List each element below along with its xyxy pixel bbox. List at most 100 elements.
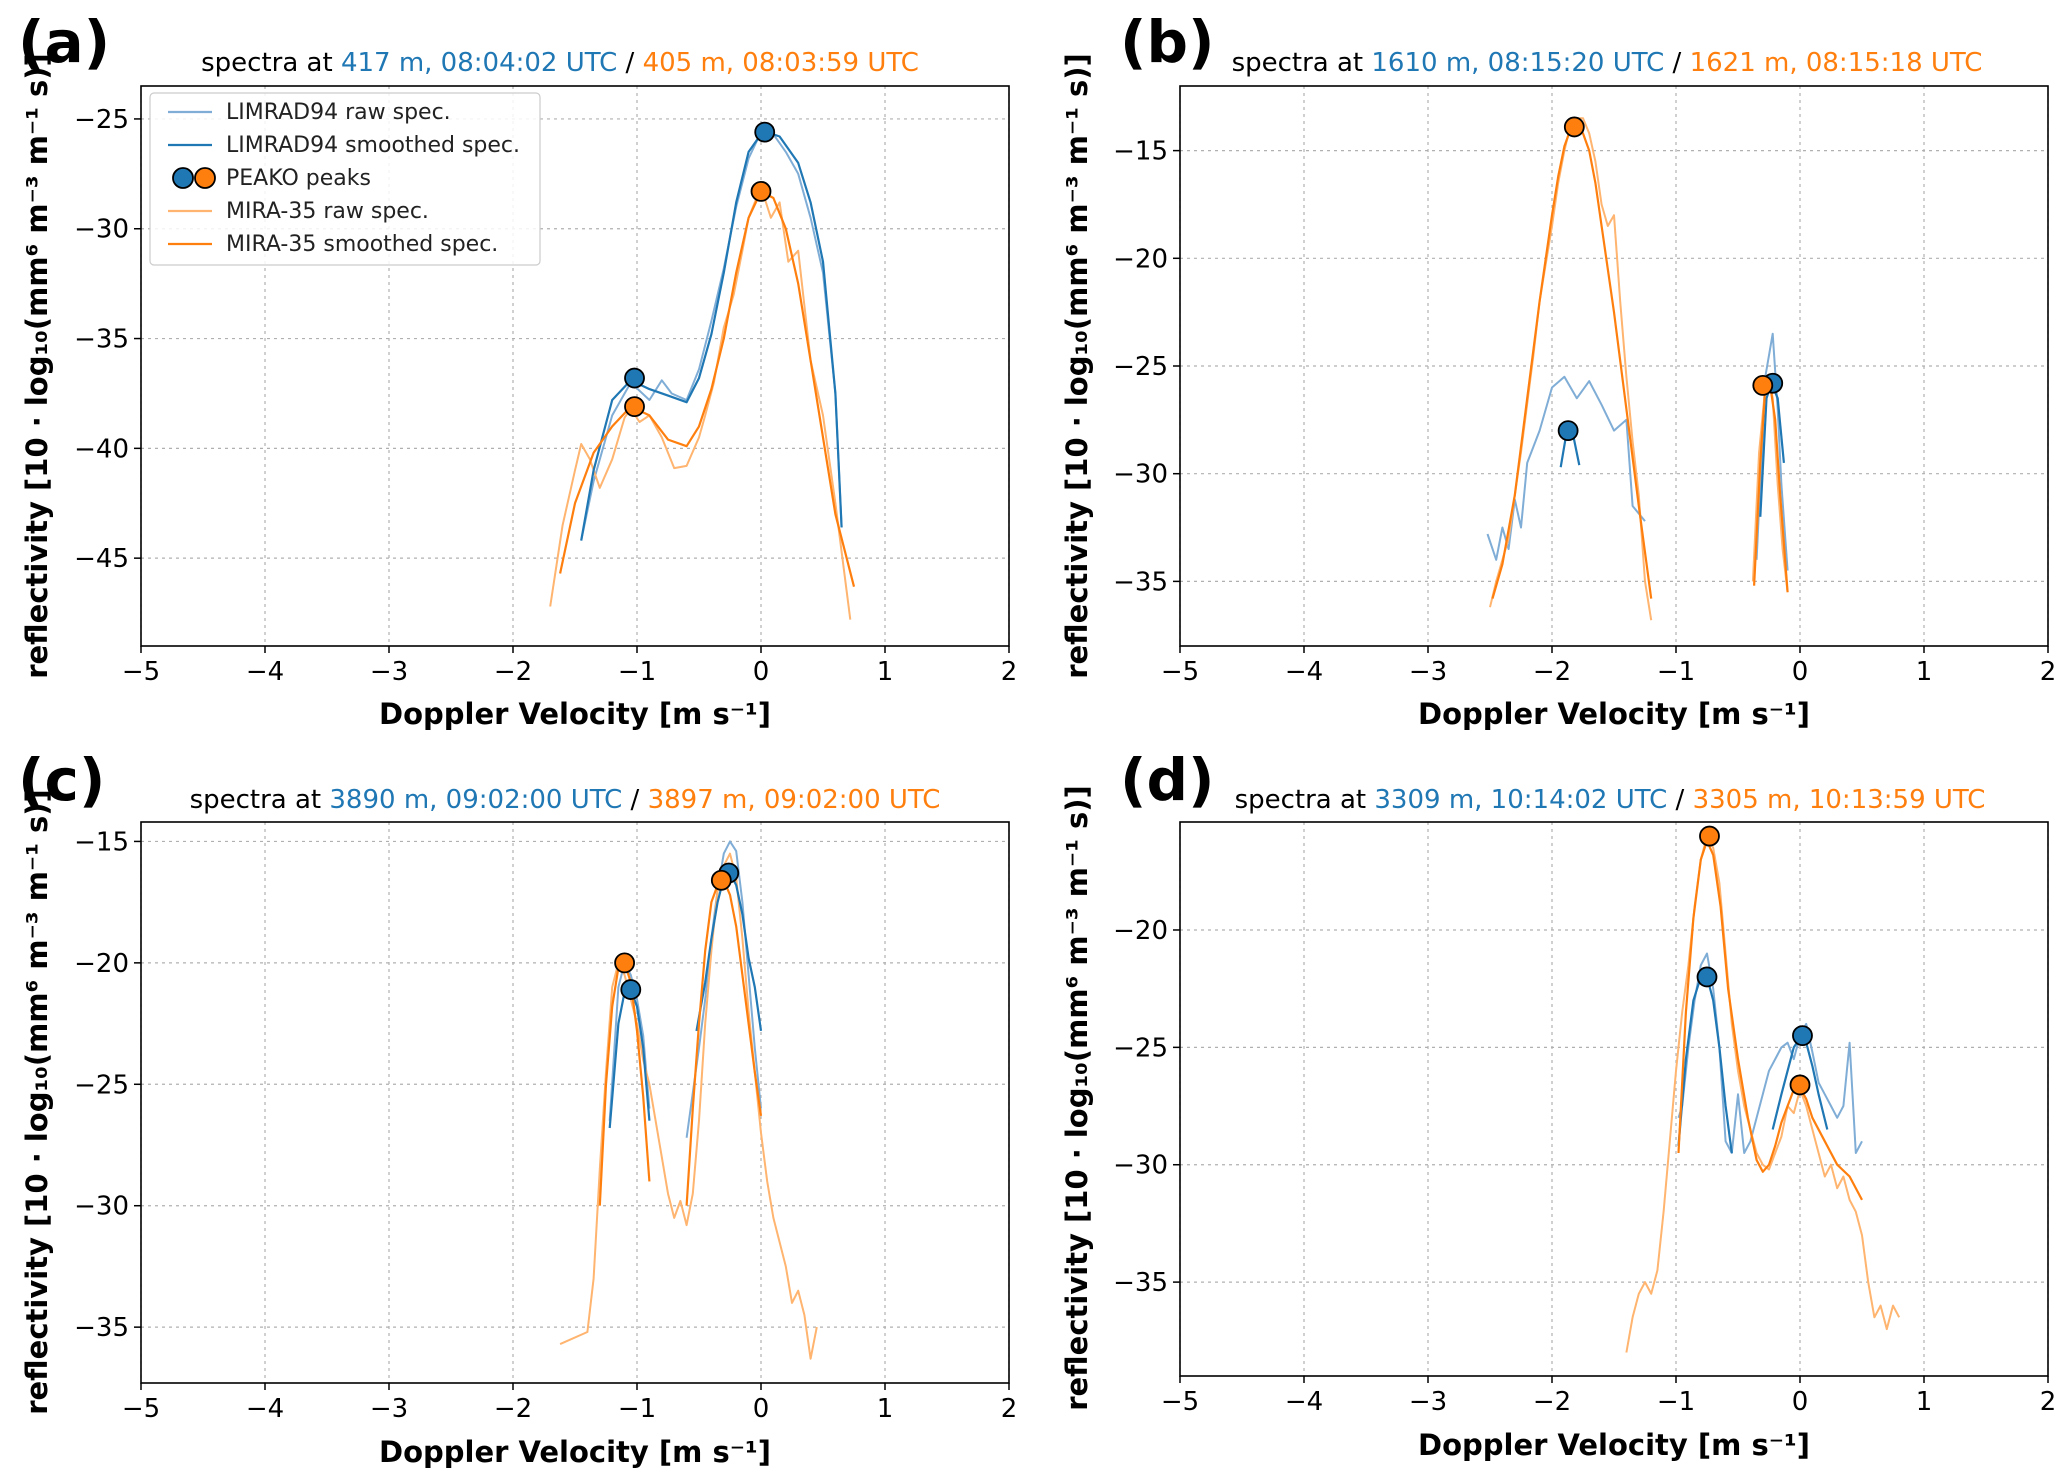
panel-a: (a) spectra at 417 m, 08:04:02 UTC / 405… (18, 8, 1017, 731)
y-tick-label: −30 (1113, 1151, 1168, 1181)
panel-letter: (c) (18, 746, 105, 814)
plot-frame (1179, 821, 2049, 1377)
x-tick-label: 1 (1916, 657, 1933, 687)
peak-marker-mira35 (750, 181, 772, 202)
series-mira35-raw (1625, 835, 1901, 1353)
panel-d: (d) spectra at 3309 m, 10:14:02 UTC / 33… (1060, 746, 2056, 1462)
x-tick-label: −5 (122, 657, 160, 687)
peak-marker-mira35 (1699, 825, 1720, 847)
x-tick-label: −4 (246, 657, 284, 687)
y-tick-label: −20 (74, 949, 129, 979)
x-tick-label: −4 (1285, 1387, 1323, 1417)
y-tick-label: −25 (1113, 1033, 1168, 1063)
peak-marker-limrad94 (754, 121, 776, 143)
panel-letter: (a) (18, 8, 110, 76)
legend-item-peako-peaks: PEAKO peaks (172, 166, 371, 191)
peak-marker-limrad94 (1557, 420, 1579, 442)
y-tick-label: −25 (74, 1070, 129, 1100)
y-tick-label: −15 (74, 827, 129, 857)
legend-peak-orange-icon (194, 167, 216, 189)
y-tick-label: −30 (74, 215, 129, 245)
title-limrad: 3890 m, 09:02:00 UTC (329, 785, 622, 815)
peak-marker-limrad94 (1792, 1025, 1813, 1047)
x-tick-label: 2 (1001, 657, 1018, 687)
x-tick-label: −3 (1409, 657, 1447, 687)
x-axis-label: Doppler Velocity [m s⁻¹] (1418, 697, 1810, 731)
x-tick-label: −5 (122, 1394, 160, 1424)
title-prefix: spectra at (190, 785, 330, 815)
y-tick-label: −30 (1113, 460, 1168, 490)
series-mira35-smoothed (559, 190, 856, 587)
title-separator: / (617, 48, 642, 78)
plot-frame (140, 85, 1010, 647)
x-tick-label: −3 (1409, 1387, 1447, 1417)
y-tick-label: −35 (74, 1313, 129, 1343)
legend-box (149, 92, 541, 266)
peak-marker-limrad94 (624, 367, 645, 389)
x-tick-label: 1 (877, 1394, 894, 1424)
x-tick-label: 2 (2040, 657, 2057, 687)
title-limrad: 417 m, 08:04:02 UTC (341, 48, 617, 78)
x-axis-label: Doppler Velocity [m s⁻¹] (1418, 1428, 1810, 1462)
x-tick-label: 1 (1916, 1387, 1933, 1417)
legend-item-mira-raw: MIRA-35 raw spec. (168, 199, 429, 224)
title-mira: 1621 m, 08:15:18 UTC (1690, 48, 1983, 78)
legend-label: MIRA-35 smoothed spec. (226, 232, 498, 257)
peak-marker-limrad94 (620, 979, 642, 1000)
peak-marker-mira35 (1563, 116, 1585, 138)
y-tick-label: −40 (74, 434, 129, 464)
x-tick-label: −2 (1533, 1387, 1571, 1417)
x-tick-label: 0 (1792, 657, 1809, 687)
y-tick-label: −35 (1113, 567, 1168, 597)
y-tick-label: −20 (1113, 916, 1168, 946)
x-tick-label: −1 (1657, 1387, 1695, 1417)
x-tick-label: 1 (877, 657, 894, 687)
y-tick-label: −25 (74, 105, 129, 135)
y-tick-label: −15 (1113, 137, 1168, 167)
x-tick-label: −3 (370, 1394, 408, 1424)
x-tick-label: 0 (753, 657, 770, 687)
x-tick-label: −1 (618, 657, 656, 687)
panel-title: spectra at 3890 m, 09:02:00 UTC / 3897 m… (190, 785, 941, 815)
legend-peak-blue-icon (172, 167, 194, 189)
peak-marker-limrad94 (1696, 966, 1718, 988)
x-tick-label: −2 (1533, 657, 1571, 687)
y-tick-label: −35 (74, 325, 129, 355)
series-limrad94-raw (608, 961, 651, 1121)
y-tick-label: −20 (1113, 244, 1168, 274)
legend-item-mira-smoothed: MIRA-35 smoothed spec. (168, 232, 498, 257)
y-tick-label: −35 (1113, 1268, 1168, 1298)
legend-item-limrad-smoothed: LIMRAD94 smoothed spec. (168, 133, 520, 158)
x-tick-label: 0 (753, 1394, 770, 1424)
plot-frame (140, 821, 1010, 1384)
peak-marker-mira35 (624, 396, 645, 418)
title-prefix: spectra at (1232, 48, 1372, 78)
legend: LIMRAD94 raw spec. LIMRAD94 smoothed spe… (149, 92, 541, 266)
series-limrad94-raw (685, 840, 762, 1138)
x-tick-label: −4 (246, 1394, 284, 1424)
y-tick-label: −30 (74, 1192, 129, 1222)
title-limrad: 3309 m, 10:14:02 UTC (1374, 785, 1667, 815)
series-limrad94-raw (1677, 952, 1863, 1154)
legend-label: MIRA-35 raw spec. (226, 199, 429, 224)
y-axis-label: reflectivity [10 · log₁₀(mm⁶ m⁻³ m⁻¹ s)] (20, 53, 54, 679)
title-limrad: 1610 m, 08:15:20 UTC (1371, 48, 1664, 78)
panel-letter: (d) (1120, 746, 1215, 814)
x-axis-label: Doppler Velocity [m s⁻¹] (379, 697, 771, 731)
plot-area: −5 −4 −3 −2 −1 0 1 2 −35 −30 −25 −20 (1113, 821, 2056, 1417)
x-tick-label: −2 (494, 1394, 532, 1424)
panel-b: (b) spectra at 1610 m, 08:15:20 UTC / 16… (1060, 8, 2056, 731)
panel-title: spectra at 417 m, 08:04:02 UTC / 405 m, … (201, 48, 919, 78)
panel-c: (c) spectra at 3890 m, 09:02:00 UTC / 38… (18, 746, 1017, 1469)
x-tick-label: −1 (1657, 657, 1695, 687)
title-mira: 3305 m, 10:13:59 UTC (1693, 785, 1986, 815)
x-tick-label: −5 (1161, 657, 1199, 687)
series-mira35-raw (549, 186, 852, 620)
x-tick-label: −1 (618, 1394, 656, 1424)
peak-marker-mira35 (614, 952, 635, 974)
panel-title: spectra at 1610 m, 08:15:20 UTC / 1621 m… (1232, 48, 1983, 78)
y-axis-label: reflectivity [10 · log₁₀(mm⁶ m⁻³ m⁻¹ s)] (20, 789, 54, 1415)
y-axis-label: reflectivity [10 · log₁₀(mm⁶ m⁻³ m⁻¹ s)] (1060, 785, 1094, 1411)
legend-label: LIMRAD94 raw spec. (226, 100, 451, 125)
